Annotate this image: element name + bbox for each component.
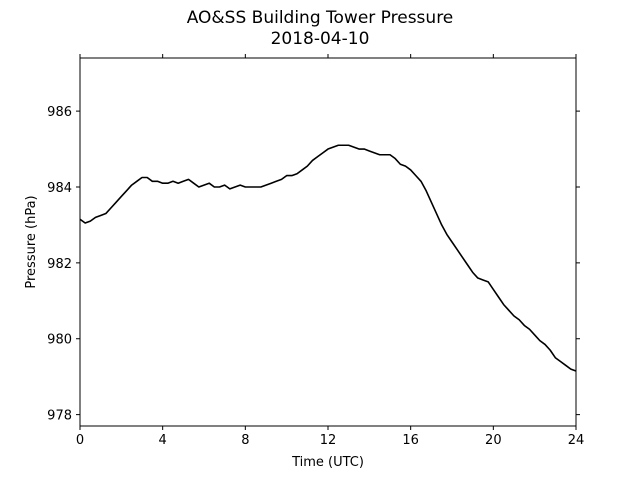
chart-subtitle: 2018-04-10 <box>270 29 370 49</box>
x-tick-label: 20 <box>485 433 502 448</box>
plot-frame <box>79 57 577 427</box>
chart-title: AO&SS Building Tower Pressure <box>186 8 454 28</box>
pressure-series-line <box>79 144 577 372</box>
y-tick-label: 982 <box>47 257 72 272</box>
y-tick-label: 978 <box>47 409 72 424</box>
x-tick-label: 16 <box>402 433 419 448</box>
y-tick-label: 980 <box>47 333 72 348</box>
x-tick-label: 24 <box>568 433 585 448</box>
x-tick-label: 4 <box>159 433 167 448</box>
y-tick-label: 986 <box>47 105 72 120</box>
axis-ticks: 0 4 8 12 16 20 24 978 980 982 984 986 <box>47 54 584 448</box>
x-axis-label: Time (UTC) <box>291 455 364 470</box>
x-tick-label: 12 <box>320 433 337 448</box>
x-tick-label: 0 <box>76 433 84 448</box>
x-tick-label: 8 <box>241 433 249 448</box>
y-axis-label: Pressure (hPa) <box>24 195 39 288</box>
y-tick-label: 984 <box>47 181 72 196</box>
